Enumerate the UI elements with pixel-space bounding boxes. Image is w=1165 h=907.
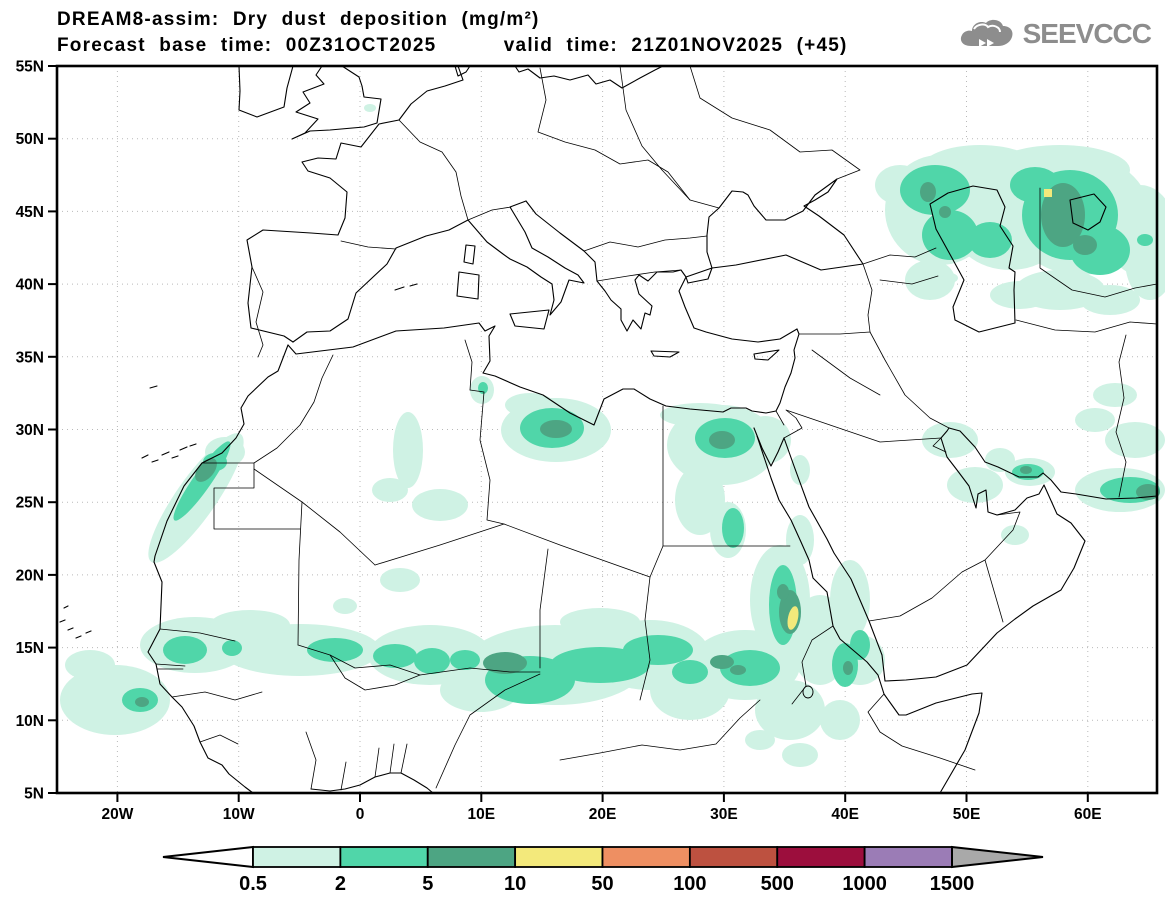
dust-level-10-50 (787, 189, 1052, 630)
colorbar-label-2: 2 (335, 873, 346, 895)
title-block: DREAM8-assim: Dry dust deposition (mg/m²… (57, 7, 848, 59)
colorbar-cell-5 (426, 846, 517, 868)
colorbar-label-100: 100 (673, 873, 706, 895)
map-canvas: 55N 50N 45N 40N 35N 30N 25N 20N 15N 10N 5N 20W 10W 0 1… (16, 59, 1165, 824)
page-title: DREAM8-assim: Dry dust deposition (mg/m²… (57, 9, 540, 30)
lat-label-50N: 50N (16, 131, 44, 148)
dust-deposition-shading (60, 104, 1165, 767)
lat-label-35N: 35N (16, 349, 44, 366)
lon-label-30E: 30E (710, 806, 738, 823)
lat-label-15N: 15N (16, 640, 44, 657)
colorbar-cell-10 (514, 846, 604, 868)
lat-label-30N: 30N (16, 422, 44, 439)
lon-label-20W: 20W (101, 806, 133, 823)
colorbar-label-50: 50 (591, 873, 613, 895)
lat-label-25N: 25N (16, 495, 44, 512)
colorbar: 0.5 2 5 10 50 100 500 1000 1500 (162, 845, 1044, 895)
lat-label-5N: 5N (24, 786, 44, 803)
lon-label-10W: 10W (223, 806, 255, 823)
colorbar-under-arrow (162, 845, 254, 869)
colorbar-cell-0.5 (252, 846, 342, 868)
colorbar-label-10: 10 (504, 873, 526, 895)
colorbar-cell-1000 (863, 846, 953, 868)
lat-label-55N: 55N (16, 59, 44, 76)
lon-label-20E: 20E (589, 806, 617, 823)
lon-label-60E: 60E (1074, 806, 1102, 823)
axis-ticks: 55N 50N 45N 40N 35N 30N 25N 20N 15N 10N 5N 20W 10W 0 1… (16, 59, 1102, 824)
seevccc-logo: SEEVCCC (957, 14, 1152, 54)
seevccc-logo-text: SEEVCCC (1022, 18, 1152, 49)
colorbar-cell-50 (601, 846, 691, 868)
lon-label-40E: 40E (831, 806, 859, 823)
colorbar-label-500: 500 (761, 873, 794, 895)
country-borders (155, 65, 1158, 791)
colorbar-cell-500 (776, 846, 866, 868)
colorbar-over-arrow (951, 845, 1044, 869)
lat-label-10N: 10N (16, 713, 44, 730)
lat-label-40N: 40N (16, 277, 44, 294)
colorbar-label-0.5: 0.5 (239, 873, 267, 895)
colorbar-cell-2 (339, 846, 429, 868)
seevccc-cloud-icon (960, 19, 1013, 47)
lon-label-0: 0 (356, 806, 365, 823)
lat-label-45N: 45N (16, 204, 44, 221)
colorbar-label-1000: 1000 (842, 873, 887, 895)
lat-label-20N: 20N (16, 567, 44, 584)
colorbar-cell-100 (688, 846, 779, 868)
colorbar-label-5: 5 (422, 873, 433, 895)
lon-label-10E: 10E (468, 806, 496, 823)
colorbar-label-1500: 1500 (930, 873, 975, 895)
lon-label-50E: 50E (953, 806, 981, 823)
page-subtitle: Forecast base time: 00Z31OCT2025 valid t… (57, 35, 848, 56)
